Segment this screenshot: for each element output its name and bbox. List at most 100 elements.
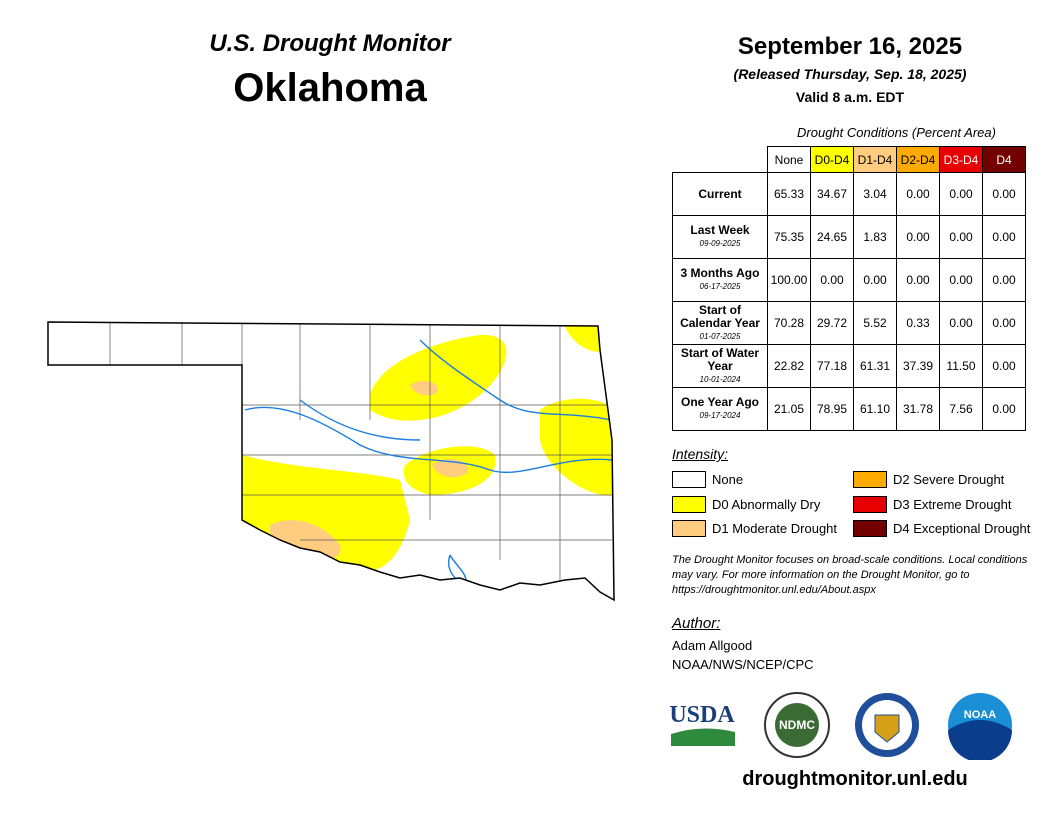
table-row: Current 65.33 34.67 3.04 0.00 0.00 0.00 bbox=[672, 172, 1026, 216]
row-date: 01-07-2025 bbox=[699, 331, 741, 341]
cell: 77.18 bbox=[810, 344, 854, 388]
cell: 0.00 bbox=[982, 215, 1026, 259]
legend-item: D2 Severe Drought bbox=[853, 471, 1004, 488]
table-row: Last Week 09-09-2025 75.35 24.65 1.83 0.00 0.0… bbox=[672, 215, 1026, 259]
row-name: Current bbox=[698, 186, 742, 201]
cell: 0.00 bbox=[939, 215, 983, 259]
row-label: Start of Water Year 10-01-2024 bbox=[672, 344, 768, 388]
state: Oklahoma bbox=[233, 66, 427, 110]
cell: 0.00 bbox=[939, 301, 983, 345]
noaa-logo: NOAA bbox=[964, 709, 996, 721]
ndmc-logo: NDMC bbox=[779, 718, 815, 732]
column-header: None bbox=[767, 146, 811, 173]
cell: 0.33 bbox=[896, 301, 940, 345]
row-name: One Year Ago bbox=[680, 395, 760, 409]
cell: 0.00 bbox=[939, 172, 983, 216]
title: U.S. Drought Monitor bbox=[209, 30, 451, 57]
legend-swatch bbox=[672, 520, 706, 537]
legend-swatch bbox=[672, 496, 706, 513]
cell: 24.65 bbox=[810, 215, 854, 259]
column-header: D1-D4 bbox=[853, 146, 897, 173]
column-header: D2-D4 bbox=[896, 146, 940, 173]
date: September 16, 2025 bbox=[737, 33, 963, 60]
valid: Valid 8 a.m. EDT bbox=[795, 89, 905, 105]
cell: 0.00 bbox=[853, 258, 897, 302]
row-date: 10-01-2024 bbox=[699, 374, 741, 384]
column-header: D4 bbox=[982, 146, 1026, 173]
cell: 0.00 bbox=[982, 387, 1026, 431]
legend-title: Intensity: bbox=[672, 446, 729, 462]
cell: 1.83 bbox=[853, 215, 897, 259]
released: (Released Thursday, Sep. 18, 2025) bbox=[733, 66, 967, 82]
legend-label: D2 Severe Drought bbox=[893, 472, 1005, 487]
row-label: Start of Calendar Year 01-07-2025 bbox=[672, 301, 768, 345]
cell: 21.05 bbox=[767, 387, 811, 431]
cell: 0.00 bbox=[982, 301, 1026, 345]
author-org: NOAA/NWS/NCEP/CPC bbox=[672, 657, 814, 672]
legend-label: None bbox=[712, 472, 744, 487]
cell: 7.56 bbox=[939, 387, 983, 431]
legend-item: D0 Abnormally Dry bbox=[672, 496, 820, 513]
row-date: 09-09-2025 bbox=[699, 239, 741, 248]
row-name: Start of Calendar Year bbox=[680, 302, 760, 330]
author-name: Adam Allgood bbox=[672, 638, 753, 653]
cell: 70.28 bbox=[767, 301, 811, 345]
table-row: One Year Ago 09-17-2024 21.05 78.95 61.10 31.… bbox=[672, 387, 1026, 431]
table-row: 3 Months Ago 06-17-2025 100.00 0.00 0.00 0.00… bbox=[672, 258, 1026, 302]
cell: 0.00 bbox=[982, 172, 1026, 216]
row-name: Start of Water Year bbox=[680, 345, 760, 373]
row-name: 3 Months Ago bbox=[680, 266, 760, 280]
cell: 0.00 bbox=[939, 258, 983, 302]
cell: 34.67 bbox=[810, 172, 854, 216]
cell: 61.31 bbox=[853, 344, 897, 388]
row-label: One Year Ago 09-17-2024 bbox=[672, 387, 768, 431]
column-header: D3-D4 bbox=[939, 146, 983, 173]
cell: 0.00 bbox=[982, 258, 1026, 302]
legend-label: D4 Exceptional Drought bbox=[893, 521, 1031, 536]
table-row: Start of Water Year 10-01-2024 22.82 77.18 6… bbox=[672, 344, 1026, 388]
note: The Drought Monitor focuses on broad-sca… bbox=[672, 554, 1028, 596]
table-caption: Drought Conditions (Percent Area) bbox=[797, 125, 996, 140]
author-title: Author: bbox=[672, 615, 721, 632]
cell: 0.00 bbox=[896, 215, 940, 259]
cell: 0.00 bbox=[896, 172, 940, 216]
legend-item: D1 Moderate Drought bbox=[672, 520, 837, 537]
row-name: Last Week bbox=[690, 223, 750, 237]
cell: 78.95 bbox=[810, 387, 854, 431]
table-row: Start of Calendar Year 01-07-2025 70.28 29.… bbox=[672, 301, 1026, 345]
cell: 22.82 bbox=[767, 344, 811, 388]
cell: 0.00 bbox=[896, 258, 940, 302]
legend-label: D3 Extreme Drought bbox=[893, 497, 1012, 512]
cell: 31.78 bbox=[896, 387, 940, 431]
row-date: 06-17-2025 bbox=[699, 282, 741, 291]
legend-swatch bbox=[853, 496, 887, 513]
cell: 0.00 bbox=[810, 258, 854, 302]
cell: 61.10 bbox=[853, 387, 897, 431]
row-label: 3 Months Ago 06-17-2025 bbox=[672, 258, 768, 302]
legend-label: D1 Moderate Drought bbox=[712, 521, 838, 536]
legend-swatch bbox=[853, 520, 887, 537]
row-label: Last Week 09-09-2025 bbox=[672, 215, 768, 259]
map bbox=[47, 321, 615, 601]
cell: 65.33 bbox=[767, 172, 811, 216]
cell: 0.00 bbox=[982, 344, 1026, 388]
legend-label: D0 Abnormally Dry bbox=[712, 497, 821, 512]
usda-logo: USDA bbox=[669, 702, 735, 728]
cell: 75.35 bbox=[767, 215, 811, 259]
cell: 5.52 bbox=[853, 301, 897, 345]
legend-swatch bbox=[853, 471, 887, 488]
cell: 3.04 bbox=[853, 172, 897, 216]
conditions-table: None D0-D4 D1-D4 D2-D4 D3-D4 D4 Current 65.33 34… bbox=[672, 146, 1026, 431]
row-label: Current bbox=[672, 172, 768, 216]
legend-item: D3 Extreme Drought bbox=[853, 496, 1012, 513]
legend-swatch bbox=[672, 471, 706, 488]
column-header: D0-D4 bbox=[810, 146, 854, 173]
legend-item: None bbox=[672, 471, 743, 488]
cell: 37.39 bbox=[896, 344, 940, 388]
logos: USDA NDMC NOAA bbox=[669, 692, 1012, 760]
legend-item: D4 Exceptional Drought bbox=[853, 520, 1030, 537]
drought-areas bbox=[48, 322, 614, 600]
cell: 29.72 bbox=[810, 301, 854, 345]
footer: droughtmonitor.unl.edu bbox=[742, 768, 968, 790]
